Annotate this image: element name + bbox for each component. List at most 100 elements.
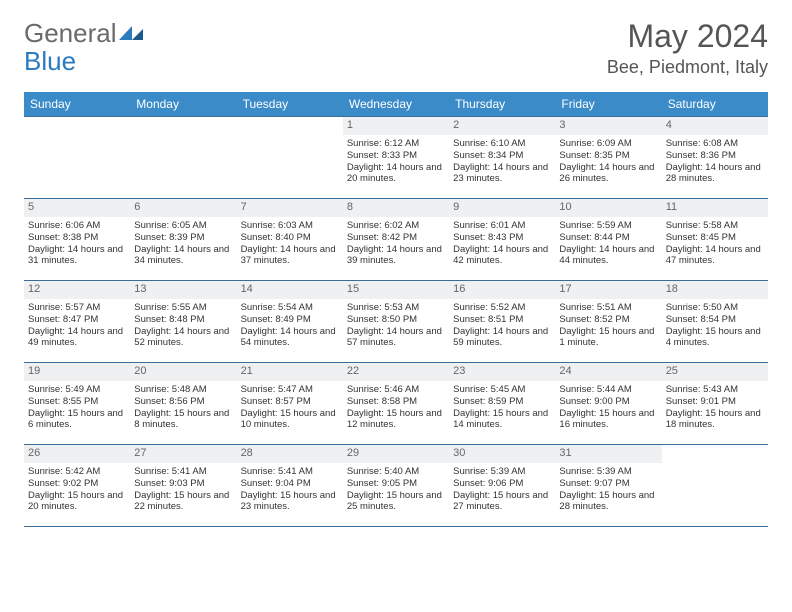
calendar-cell: 8Sunrise: 6:02 AMSunset: 8:42 PMDaylight… [343, 199, 449, 281]
day-number: 27 [130, 445, 236, 463]
daylight-line: Daylight: 15 hours and 10 minutes. [241, 408, 339, 432]
day-number: 12 [24, 281, 130, 299]
sunrise-line: Sunrise: 5:44 AM [559, 384, 657, 396]
sunset-line: Sunset: 8:36 PM [666, 150, 764, 162]
calendar-cell: 27Sunrise: 5:41 AMSunset: 9:03 PMDayligh… [130, 445, 236, 527]
day-number: 11 [662, 199, 768, 217]
daylight-line: Daylight: 14 hours and 34 minutes. [134, 244, 232, 268]
daylight-line: Daylight: 15 hours and 14 minutes. [453, 408, 551, 432]
daylight-line: Daylight: 14 hours and 49 minutes. [28, 326, 126, 350]
day-number: 24 [555, 363, 661, 381]
sunrise-line: Sunrise: 6:03 AM [241, 220, 339, 232]
calendar-cell: 7Sunrise: 6:03 AMSunset: 8:40 PMDaylight… [237, 199, 343, 281]
brand-logo: General [24, 18, 145, 49]
day-number: 5 [24, 199, 130, 217]
day-number: 18 [662, 281, 768, 299]
sunrise-line: Sunrise: 6:06 AM [28, 220, 126, 232]
calendar-cell: 3Sunrise: 6:09 AMSunset: 8:35 PMDaylight… [555, 117, 661, 199]
sunrise-line: Sunrise: 6:12 AM [347, 138, 445, 150]
weekday-header: Sunday [24, 92, 130, 117]
daylight-line: Daylight: 15 hours and 1 minute. [559, 326, 657, 350]
calendar-cell: 15Sunrise: 5:53 AMSunset: 8:50 PMDayligh… [343, 281, 449, 363]
daylight-line: Daylight: 15 hours and 16 minutes. [559, 408, 657, 432]
calendar-cell: . [24, 117, 130, 199]
calendar-cell: 16Sunrise: 5:52 AMSunset: 8:51 PMDayligh… [449, 281, 555, 363]
sunrise-line: Sunrise: 5:59 AM [559, 220, 657, 232]
calendar-cell: 18Sunrise: 5:50 AMSunset: 8:54 PMDayligh… [662, 281, 768, 363]
sunrise-line: Sunrise: 5:39 AM [559, 466, 657, 478]
title-block: May 2024 Bee, Piedmont, Italy [607, 18, 768, 78]
daylight-line: Daylight: 15 hours and 18 minutes. [666, 408, 764, 432]
sunset-line: Sunset: 8:42 PM [347, 232, 445, 244]
calendar-cell: 13Sunrise: 5:55 AMSunset: 8:48 PMDayligh… [130, 281, 236, 363]
sunrise-line: Sunrise: 5:45 AM [453, 384, 551, 396]
calendar-cell: 1Sunrise: 6:12 AMSunset: 8:33 PMDaylight… [343, 117, 449, 199]
daylight-line: Daylight: 14 hours and 42 minutes. [453, 244, 551, 268]
daylight-line: Daylight: 14 hours and 37 minutes. [241, 244, 339, 268]
calendar-body: ...1Sunrise: 6:12 AMSunset: 8:33 PMDayli… [24, 117, 768, 527]
sunrise-line: Sunrise: 5:41 AM [241, 466, 339, 478]
weekday-header: Wednesday [343, 92, 449, 117]
day-number: 28 [237, 445, 343, 463]
daylight-line: Daylight: 14 hours and 52 minutes. [134, 326, 232, 350]
sunset-line: Sunset: 8:45 PM [666, 232, 764, 244]
sunrise-line: Sunrise: 5:50 AM [666, 302, 764, 314]
sunset-line: Sunset: 8:43 PM [453, 232, 551, 244]
day-number: 10 [555, 199, 661, 217]
sunset-line: Sunset: 8:48 PM [134, 314, 232, 326]
day-number: 4 [662, 117, 768, 135]
sunrise-line: Sunrise: 6:05 AM [134, 220, 232, 232]
calendar-cell: 5Sunrise: 6:06 AMSunset: 8:38 PMDaylight… [24, 199, 130, 281]
location-text: Bee, Piedmont, Italy [607, 57, 768, 78]
sunset-line: Sunset: 8:49 PM [241, 314, 339, 326]
daylight-line: Daylight: 15 hours and 28 minutes. [559, 490, 657, 514]
weekday-header: Tuesday [237, 92, 343, 117]
calendar-cell: 2Sunrise: 6:10 AMSunset: 8:34 PMDaylight… [449, 117, 555, 199]
sunrise-line: Sunrise: 5:54 AM [241, 302, 339, 314]
day-number: 21 [237, 363, 343, 381]
sunset-line: Sunset: 9:06 PM [453, 478, 551, 490]
daylight-line: Daylight: 15 hours and 12 minutes. [347, 408, 445, 432]
calendar-cell: 30Sunrise: 5:39 AMSunset: 9:06 PMDayligh… [449, 445, 555, 527]
sunrise-line: Sunrise: 5:40 AM [347, 466, 445, 478]
brand-part1: General [24, 18, 117, 49]
daylight-line: Daylight: 15 hours and 23 minutes. [241, 490, 339, 514]
calendar-table: SundayMondayTuesdayWednesdayThursdayFrid… [24, 92, 768, 527]
day-number: 17 [555, 281, 661, 299]
daylight-line: Daylight: 14 hours and 39 minutes. [347, 244, 445, 268]
calendar-cell: 17Sunrise: 5:51 AMSunset: 8:52 PMDayligh… [555, 281, 661, 363]
sunset-line: Sunset: 8:39 PM [134, 232, 232, 244]
day-number: 6 [130, 199, 236, 217]
sunrise-line: Sunrise: 5:52 AM [453, 302, 551, 314]
day-number: 26 [24, 445, 130, 463]
calendar-cell: 28 Sunrise: 5:41 AMSunset: 9:04 PMDayligh… [237, 445, 343, 527]
day-number: 16 [449, 281, 555, 299]
daylight-line: Daylight: 14 hours and 54 minutes. [241, 326, 339, 350]
sunrise-line: Sunrise: 6:08 AM [666, 138, 764, 150]
weekday-header: Monday [130, 92, 236, 117]
daylight-line: Daylight: 15 hours and 22 minutes. [134, 490, 232, 514]
calendar-cell: 6 Sunrise: 6:05 AMSunset: 8:39 PMDaylight… [130, 199, 236, 281]
daylight-line: Daylight: 14 hours and 44 minutes. [559, 244, 657, 268]
sunset-line: Sunset: 8:55 PM [28, 396, 126, 408]
calendar-row: 5Sunrise: 6:06 AMSunset: 8:38 PMDaylight… [24, 199, 768, 281]
daylight-line: Daylight: 14 hours and 31 minutes. [28, 244, 126, 268]
sunset-line: Sunset: 8:54 PM [666, 314, 764, 326]
sunrise-line: Sunrise: 6:10 AM [453, 138, 551, 150]
calendar-cell: . [130, 117, 236, 199]
sunset-line: Sunset: 8:47 PM [28, 314, 126, 326]
sunrise-line: Sunrise: 5:58 AM [666, 220, 764, 232]
sunrise-line: Sunrise: 6:01 AM [453, 220, 551, 232]
daylight-line: Daylight: 14 hours and 26 minutes. [559, 162, 657, 186]
daylight-line: Daylight: 15 hours and 6 minutes. [28, 408, 126, 432]
sunset-line: Sunset: 8:58 PM [347, 396, 445, 408]
day-number: 29 [343, 445, 449, 463]
daylight-line: Daylight: 14 hours and 23 minutes. [453, 162, 551, 186]
sunset-line: Sunset: 8:44 PM [559, 232, 657, 244]
sunset-line: Sunset: 8:35 PM [559, 150, 657, 162]
day-number: 19 [24, 363, 130, 381]
day-number: 25 [662, 363, 768, 381]
daylight-line: Daylight: 14 hours and 47 minutes. [666, 244, 764, 268]
sunset-line: Sunset: 9:04 PM [241, 478, 339, 490]
calendar-cell: 4Sunrise: 6:08 AMSunset: 8:36 PMDaylight… [662, 117, 768, 199]
